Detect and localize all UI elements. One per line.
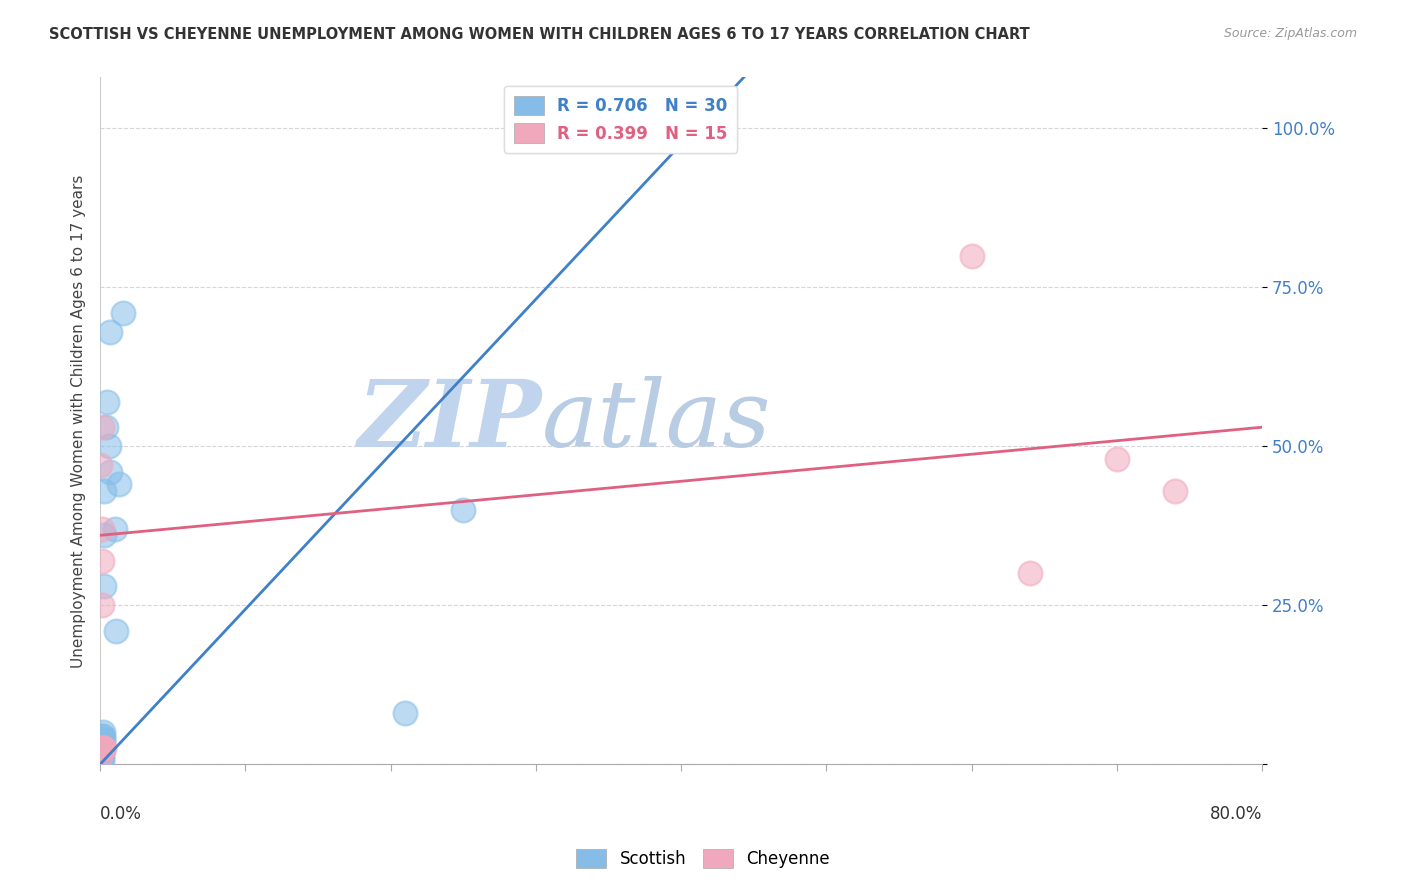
Point <box>90 729 112 743</box>
Point <box>91 741 114 756</box>
Point <box>90 522 112 536</box>
Point <box>90 745 112 759</box>
Point <box>394 706 416 721</box>
Point <box>90 741 112 756</box>
Point <box>90 754 112 768</box>
Point <box>90 741 112 756</box>
Point <box>93 741 115 756</box>
Point <box>93 528 115 542</box>
Point <box>91 731 114 746</box>
Point <box>91 725 114 739</box>
Point <box>90 599 112 613</box>
Text: SCOTTISH VS CHEYENNE UNEMPLOYMENT AMONG WOMEN WITH CHILDREN AGES 6 TO 17 YEARS C: SCOTTISH VS CHEYENNE UNEMPLOYMENT AMONG … <box>49 27 1031 42</box>
Point <box>91 741 114 756</box>
Point <box>97 439 120 453</box>
Point <box>91 741 114 756</box>
Point <box>94 420 117 434</box>
Y-axis label: Unemployment Among Women with Children Ages 6 to 17 years: Unemployment Among Women with Children A… <box>72 174 86 667</box>
Point <box>93 579 115 593</box>
Legend: Scottish, Cheyenne: Scottish, Cheyenne <box>569 842 837 875</box>
Point <box>90 554 112 568</box>
Text: atlas: atlas <box>541 376 770 466</box>
Point <box>89 751 111 765</box>
Point <box>90 731 112 746</box>
Point <box>89 751 111 765</box>
Point <box>98 325 121 339</box>
Text: Source: ZipAtlas.com: Source: ZipAtlas.com <box>1223 27 1357 40</box>
Text: ZIP: ZIP <box>357 376 541 466</box>
Point <box>1105 452 1128 467</box>
Point <box>105 624 128 638</box>
Point <box>1164 483 1187 498</box>
Point <box>98 465 121 479</box>
Point <box>89 747 111 762</box>
Point <box>96 394 118 409</box>
Point <box>108 477 131 491</box>
Text: 80.0%: 80.0% <box>1209 805 1263 823</box>
Point <box>960 248 983 262</box>
Point <box>89 754 111 768</box>
Point <box>90 747 112 762</box>
Point <box>90 735 112 749</box>
Point <box>91 735 114 749</box>
Point <box>90 751 112 765</box>
Text: 0.0%: 0.0% <box>100 805 142 823</box>
Point <box>93 483 115 498</box>
Point <box>451 503 474 517</box>
Point <box>90 738 112 752</box>
Point <box>104 522 127 536</box>
Legend: R = 0.706   N = 30, R = 0.399   N = 15: R = 0.706 N = 30, R = 0.399 N = 15 <box>503 86 737 153</box>
Point <box>1018 566 1040 581</box>
Point <box>90 420 112 434</box>
Point <box>91 729 114 743</box>
Point <box>89 458 111 473</box>
Point <box>112 306 135 320</box>
